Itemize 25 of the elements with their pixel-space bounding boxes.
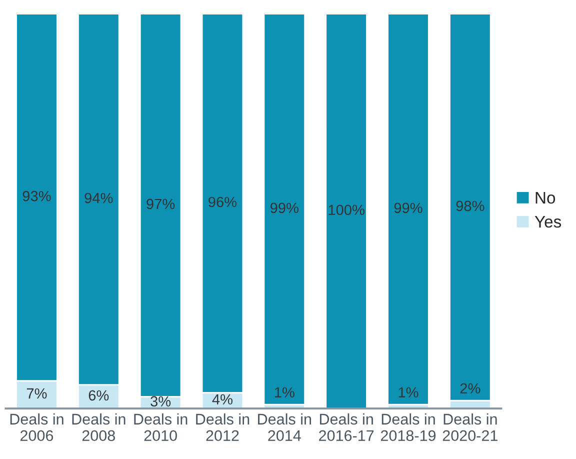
legend-label: No — [536, 192, 556, 204]
x-tick-label: Deals in 2006 — [10, 413, 64, 442]
data-label: 99% — [270, 202, 298, 214]
legend-label: Yes — [534, 216, 562, 228]
data-label: 1% — [398, 387, 418, 398]
x-tick-label: Deals in 2008 — [72, 413, 126, 442]
x-tick-label: Deals in 2010 — [134, 413, 188, 442]
x-tick-label: Deals in 2014 — [258, 413, 312, 442]
data-label: 6% — [88, 390, 109, 401]
data-label: 97% — [146, 198, 175, 210]
data-label: 7% — [26, 388, 47, 399]
data-label: 99% — [394, 202, 422, 214]
x-tick-label: Deals in 2018-19 — [380, 413, 436, 442]
x-tick-label: Deals in 2012 — [196, 413, 250, 442]
data-label: 2% — [460, 383, 480, 394]
data-label: 93% — [22, 190, 51, 202]
data-label: 94% — [84, 192, 113, 204]
data-label: 96% — [208, 196, 237, 208]
x-tick-label: Deals in 2016-17 — [319, 413, 374, 442]
data-label: 1% — [274, 387, 294, 398]
x-tick-label: Deals in 2020-21 — [442, 413, 498, 442]
data-label: 4% — [212, 394, 232, 404]
data-label: 100% — [328, 204, 364, 216]
data-label: 98% — [456, 200, 484, 212]
data-label: 3% — [150, 396, 171, 407]
